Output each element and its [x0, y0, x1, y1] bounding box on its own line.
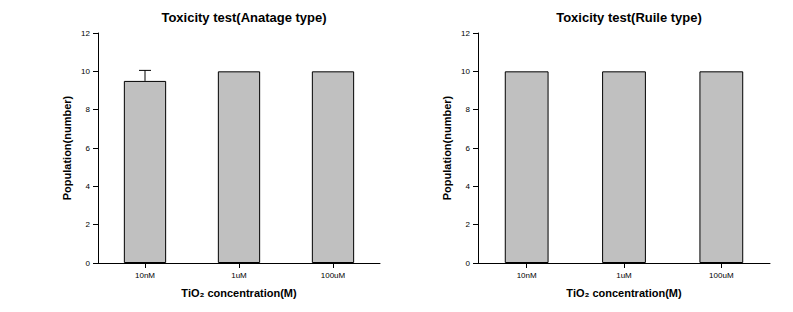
svg-text:4: 4: [466, 182, 471, 191]
svg-text:Toxicity test(Anatage type): Toxicity test(Anatage type): [161, 10, 326, 25]
svg-text:100uM: 100uM: [709, 271, 734, 280]
svg-text:6: 6: [466, 144, 471, 153]
svg-text:TiO₂ concentration(M): TiO₂ concentration(M): [566, 287, 682, 299]
svg-text:0: 0: [86, 259, 91, 268]
svg-text:8: 8: [86, 105, 91, 114]
svg-text:TiO₂ concentration(M): TiO₂ concentration(M): [181, 287, 297, 299]
svg-text:Toxicity test(Ruile type): Toxicity test(Ruile type): [556, 10, 702, 25]
svg-text:100uM: 100uM: [321, 271, 346, 280]
svg-text:10nM: 10nM: [517, 271, 537, 280]
svg-text:2: 2: [466, 220, 471, 229]
svg-text:4: 4: [86, 182, 91, 191]
svg-text:12: 12: [461, 29, 470, 38]
svg-text:Population(number): Population(number): [61, 95, 73, 200]
svg-text:8: 8: [466, 105, 471, 114]
svg-text:10nM: 10nM: [135, 271, 155, 280]
svg-text:12: 12: [81, 29, 90, 38]
svg-text:1uM: 1uM: [231, 271, 247, 280]
svg-text:0: 0: [466, 259, 471, 268]
svg-text:2: 2: [86, 220, 91, 229]
svg-text:6: 6: [86, 144, 91, 153]
svg-text:Population(number): Population(number): [441, 95, 453, 200]
svg-text:1uM: 1uM: [616, 271, 632, 280]
svg-text:10: 10: [461, 67, 470, 76]
svg-text:10: 10: [81, 67, 90, 76]
